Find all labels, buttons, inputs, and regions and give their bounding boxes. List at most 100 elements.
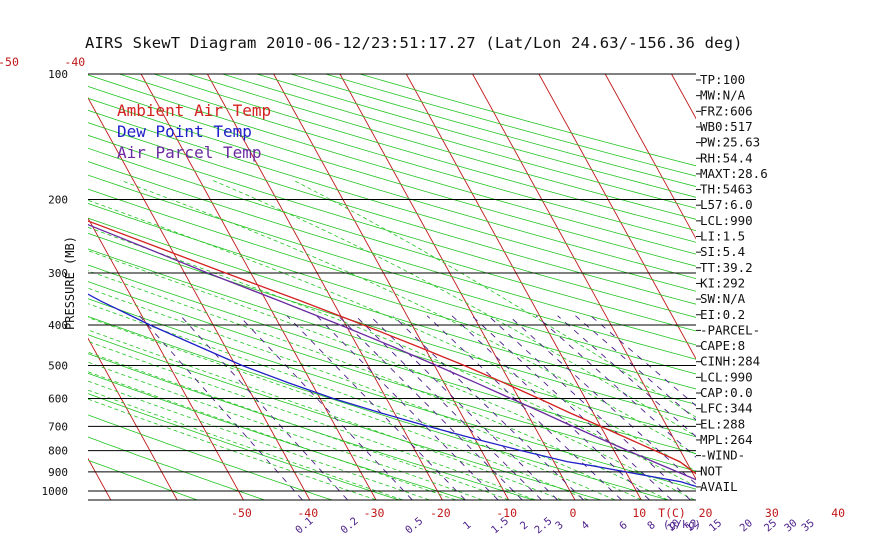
bottom-temp-tick-label: -50 (231, 506, 252, 520)
isotherm-line (88, 457, 112, 500)
mixing-ratio-line (392, 315, 584, 500)
index-entry: PW:25.63 (700, 135, 760, 150)
temp-axis-label: T(C) (658, 506, 686, 520)
index-entry: TT:39.2 (700, 260, 753, 275)
mixing-ratio-tick-label: 20 (738, 517, 755, 534)
moist-adiabat-line (212, 180, 696, 437)
pressure-tick-label: 500 (48, 359, 68, 372)
index-entry: FRZ:606 (700, 103, 753, 118)
bottom-temp-tick-label: -10 (496, 506, 517, 520)
dry-adiabat-line (88, 436, 265, 500)
pressure-tick-label: 800 (48, 445, 68, 458)
isotherm-line (339, 74, 576, 500)
index-entry: LFC:344 (700, 401, 753, 416)
dry-adiabat-line (88, 109, 696, 292)
pressure-tick-label: 100 (48, 68, 68, 81)
index-entry: SW:N/A (700, 291, 746, 306)
dry-adiabat-line (88, 174, 696, 360)
series-line-dew-point-temp (88, 293, 696, 487)
stability-indices: TP:100MW:N/AFRZ:606WB0:517PW:25.63RH:54.… (696, 72, 768, 494)
bottom-temp-tick-label: -30 (364, 506, 385, 520)
dry-adiabat-line (88, 147, 696, 332)
legend-item: Dew Point Temp (117, 122, 252, 141)
chart-series (88, 220, 696, 487)
pressure-tick-label: 400 (48, 319, 68, 332)
dry-adiabat-line (188, 74, 696, 220)
dry-adiabat-line (88, 203, 696, 390)
pressure-tick-label: 700 (48, 420, 68, 433)
mixing-ratio-line (488, 315, 691, 500)
moist-adiabat-line (120, 180, 696, 455)
pressure-tick-label: 300 (48, 267, 68, 280)
dry-adiabat-line (88, 372, 466, 500)
isotherm-line (88, 337, 178, 500)
mixing-ratio-line (337, 315, 523, 500)
moist-adiabat-line (88, 199, 696, 472)
isotherm-line (604, 74, 696, 240)
index-entry: MAXT:28.6 (700, 166, 768, 181)
dry-adiabat-line (88, 134, 696, 318)
mixing-ratio-line (535, 315, 696, 458)
moist-adiabat-line (88, 351, 509, 500)
index-entry: -PARCEL- (700, 322, 760, 337)
moist-adiabat-line (88, 317, 589, 500)
mixing-ratio-tick-label: 2.5 (532, 515, 554, 536)
index-entry: TH:5463 (700, 182, 753, 197)
legend-item: Ambient Air Temp (117, 101, 271, 120)
dry-adiabat-line (88, 264, 696, 455)
series-line-air-parcel-temp (88, 223, 696, 481)
mixing-ratio-line (451, 315, 650, 500)
dry-adiabat-line (88, 393, 399, 500)
bottom-temp-tick-label: 20 (699, 506, 713, 520)
mixing-ratio-tick-label: 6 (617, 519, 630, 532)
mixing-ratio-line (180, 315, 348, 500)
moist-adiabat-line (88, 270, 668, 500)
pressure-tick-label: 1000 (42, 485, 69, 498)
mixing-ratio-axis-label: (g/kg) (663, 519, 701, 531)
index-entry: CAP:0.0 (700, 385, 753, 400)
index-entry: RH:54.4 (700, 150, 753, 165)
dry-adiabat-line (88, 232, 696, 421)
moist-adiabat-line (88, 250, 695, 500)
pressure-tick-label: 900 (48, 466, 68, 479)
index-entry: LCL:990 (700, 213, 753, 228)
pressure-tick-label: 200 (48, 194, 68, 207)
bottom-temp-tick-label: -40 (297, 506, 318, 520)
dry-adiabat-line (88, 122, 696, 305)
dry-adiabat-line (88, 86, 696, 267)
moist-adiabat-line (88, 389, 403, 500)
mixing-ratio-line (369, 315, 558, 500)
dry-adiabat-line (88, 97, 696, 280)
mixing-ratio-tick-label: 8 (645, 519, 658, 532)
isotherm-line (0, 74, 44, 500)
index-entry: NOT (700, 463, 723, 478)
top-temp-tick-label: -40 (64, 55, 85, 69)
index-entry: -WIND- (700, 448, 745, 463)
moist-adiabat-line (88, 380, 430, 500)
top-temp-tick-label: -50 (0, 55, 19, 69)
mixing-ratio-tick-label: 30 (782, 517, 799, 534)
bottom-temp-tick-label: 0 (569, 506, 576, 520)
index-entry: EI:0.2 (700, 307, 745, 322)
mixing-ratio-tick-label: 3 (553, 519, 566, 532)
series-line-ambient-air-temp (88, 220, 696, 475)
dry-adiabat-line (88, 414, 332, 500)
bottom-temp-tick-label: -20 (430, 506, 451, 520)
mixing-ratio-line (139, 315, 303, 500)
mixing-ratio-line (471, 315, 673, 500)
dry-adiabat-line (88, 316, 668, 500)
isotherm-line (88, 97, 311, 500)
index-entry: CAPE:8 (700, 338, 745, 353)
mixing-ratio-line (557, 315, 696, 438)
mixing-ratio-tick-label: 4 (579, 519, 592, 532)
mixing-ratio-tick-label: 2 (518, 519, 531, 532)
mixing-ratio-line (426, 315, 622, 500)
dry-adiabat-line (291, 74, 696, 187)
isotherm-line (405, 74, 642, 500)
axis-tick-labels: 1002003004005006007008009001000-120-110-… (0, 55, 845, 536)
legend-item: Air Parcel Temp (117, 143, 262, 162)
bottom-temp-tick-label: 40 (831, 506, 845, 520)
moist-adiabat-line (88, 226, 696, 487)
moist-adiabat-line (88, 329, 562, 500)
dry-adiabat-line (88, 217, 696, 405)
